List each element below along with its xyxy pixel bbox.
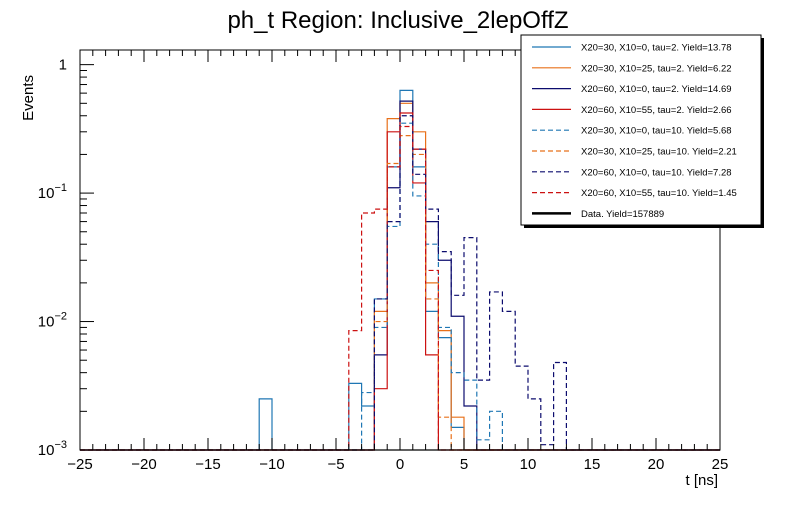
x-tick-label: −10 xyxy=(259,456,284,473)
legend-label: X20=60, X10=55, tau=10. Yield=1.45 xyxy=(581,188,737,199)
legend-label: Data. Yield=157889 xyxy=(581,209,664,220)
legend-label: X20=30, X10=0, tau=10. Yield=5.68 xyxy=(581,126,732,137)
chart-title: ph_t Region: Inclusive_2lepOffZ xyxy=(227,7,568,34)
x-tick-label: 5 xyxy=(460,456,468,473)
y-tick-label: 1 xyxy=(59,57,67,74)
y-tick-label: 10−2 xyxy=(38,311,67,331)
x-tick-label: 10 xyxy=(520,456,537,473)
x-tick-label: 15 xyxy=(584,456,601,473)
legend-label: X20=60, X10=55, tau=2. Yield=2.66 xyxy=(581,105,732,116)
x-tick-label: −5 xyxy=(327,456,344,473)
x-tick-label: −15 xyxy=(195,456,220,473)
x-tick-label: 0 xyxy=(396,456,404,473)
y-tick-label: 10−3 xyxy=(38,439,67,459)
x-tick-label: 25 xyxy=(712,456,729,473)
legend-label: X20=60, X10=0, tau=2. Yield=14.69 xyxy=(581,84,732,95)
legend-label: X20=30, X10=0, tau=2. Yield=13.78 xyxy=(581,43,732,54)
x-tick-label: −20 xyxy=(131,456,156,473)
y-axis-label: Events xyxy=(20,75,37,121)
legend-label: X20=60, X10=0, tau=10. Yield=7.28 xyxy=(581,167,732,178)
x-axis-label: t [ns] xyxy=(685,472,718,489)
legend-label: X20=30, X10=25, tau=10. Yield=2.21 xyxy=(581,147,737,158)
x-tick-label: −25 xyxy=(67,456,92,473)
x-tick-label: 20 xyxy=(648,456,665,473)
legend: X20=30, X10=0, tau=2. Yield=13.78 X20=30,… xyxy=(520,34,764,228)
y-tick-label: 10−1 xyxy=(38,182,67,202)
axes-group: −25 −20 −15 −10 −5 0 5 10 15 20 25 10−3 10−2 10−1 1 xyxy=(38,50,729,473)
legend-label: X20=30, X10=25, tau=2. Yield=6.22 xyxy=(581,63,732,74)
